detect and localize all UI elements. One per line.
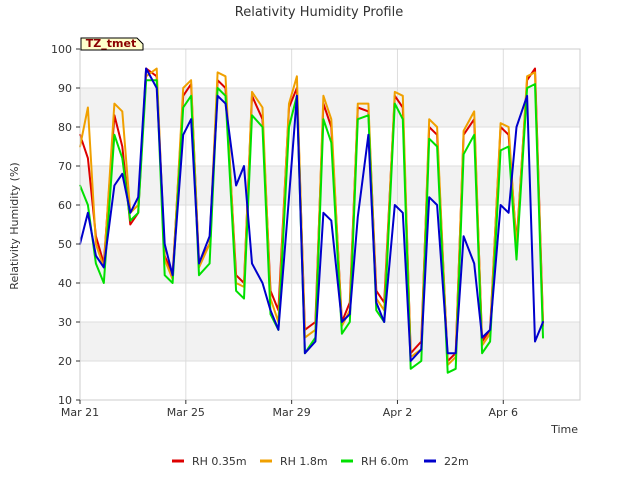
- series-line-0: [79, 67, 544, 362]
- station-label: TZ_tmet: [86, 37, 136, 50]
- x-tick-label: Mar 29: [273, 406, 311, 419]
- y-axis-label: Relativity Humidity (%): [8, 162, 21, 289]
- legend-label: RH 0.35m: [192, 455, 247, 468]
- plot-band: [80, 166, 580, 205]
- x-tick-label: Mar 25: [167, 406, 205, 419]
- plot-band: [80, 322, 580, 361]
- series-line-2: [79, 79, 544, 374]
- y-tick-label: 40: [58, 277, 72, 290]
- y-tick-label: 70: [58, 160, 72, 173]
- y-tick-label: 80: [58, 121, 72, 134]
- legend-label: 22m: [444, 455, 469, 468]
- y-tick-label: 10: [58, 394, 72, 407]
- legend-item-0: RH 0.35m: [172, 455, 247, 468]
- x-axis-ticks: Mar 21 Mar 25 Mar 29 Apr 2 Apr 6: [61, 400, 518, 419]
- x-tick-label: Apr 6: [489, 406, 519, 419]
- series-line-3: [79, 67, 544, 362]
- y-tick-label: 30: [58, 316, 72, 329]
- series-line-1: [79, 67, 544, 366]
- y-axis-ticks: 10 20 30 40 50 60 70 80 90 100: [51, 43, 80, 407]
- series-layer: [79, 67, 544, 374]
- chart-title: Relativity Humidity Profile: [235, 5, 403, 20]
- y-tick-label: 90: [58, 82, 72, 95]
- plot-border: [79, 48, 581, 401]
- legend-item-3: 22m: [424, 455, 469, 468]
- x-axis-label: Time: [550, 423, 578, 436]
- y-tick-label: 20: [58, 355, 72, 368]
- y-tick-label: 100: [51, 43, 72, 56]
- station-badge: TZ_tmet: [80, 37, 144, 51]
- plot-area: [80, 49, 580, 400]
- legend-label: RH 6.0m: [361, 455, 409, 468]
- x-tick-label: Apr 2: [383, 406, 413, 419]
- y-tick-label: 50: [58, 238, 72, 251]
- plot-band: [80, 244, 580, 283]
- legend-label: RH 1.8m: [280, 455, 328, 468]
- x-tick-label: Mar 21: [61, 406, 99, 419]
- y-tick-label: 60: [58, 199, 72, 212]
- legend-item-1: RH 1.8m: [260, 455, 328, 468]
- legend: RH 0.35m RH 1.8m RH 6.0m 22m: [172, 455, 469, 468]
- legend-item-2: RH 6.0m: [341, 455, 409, 468]
